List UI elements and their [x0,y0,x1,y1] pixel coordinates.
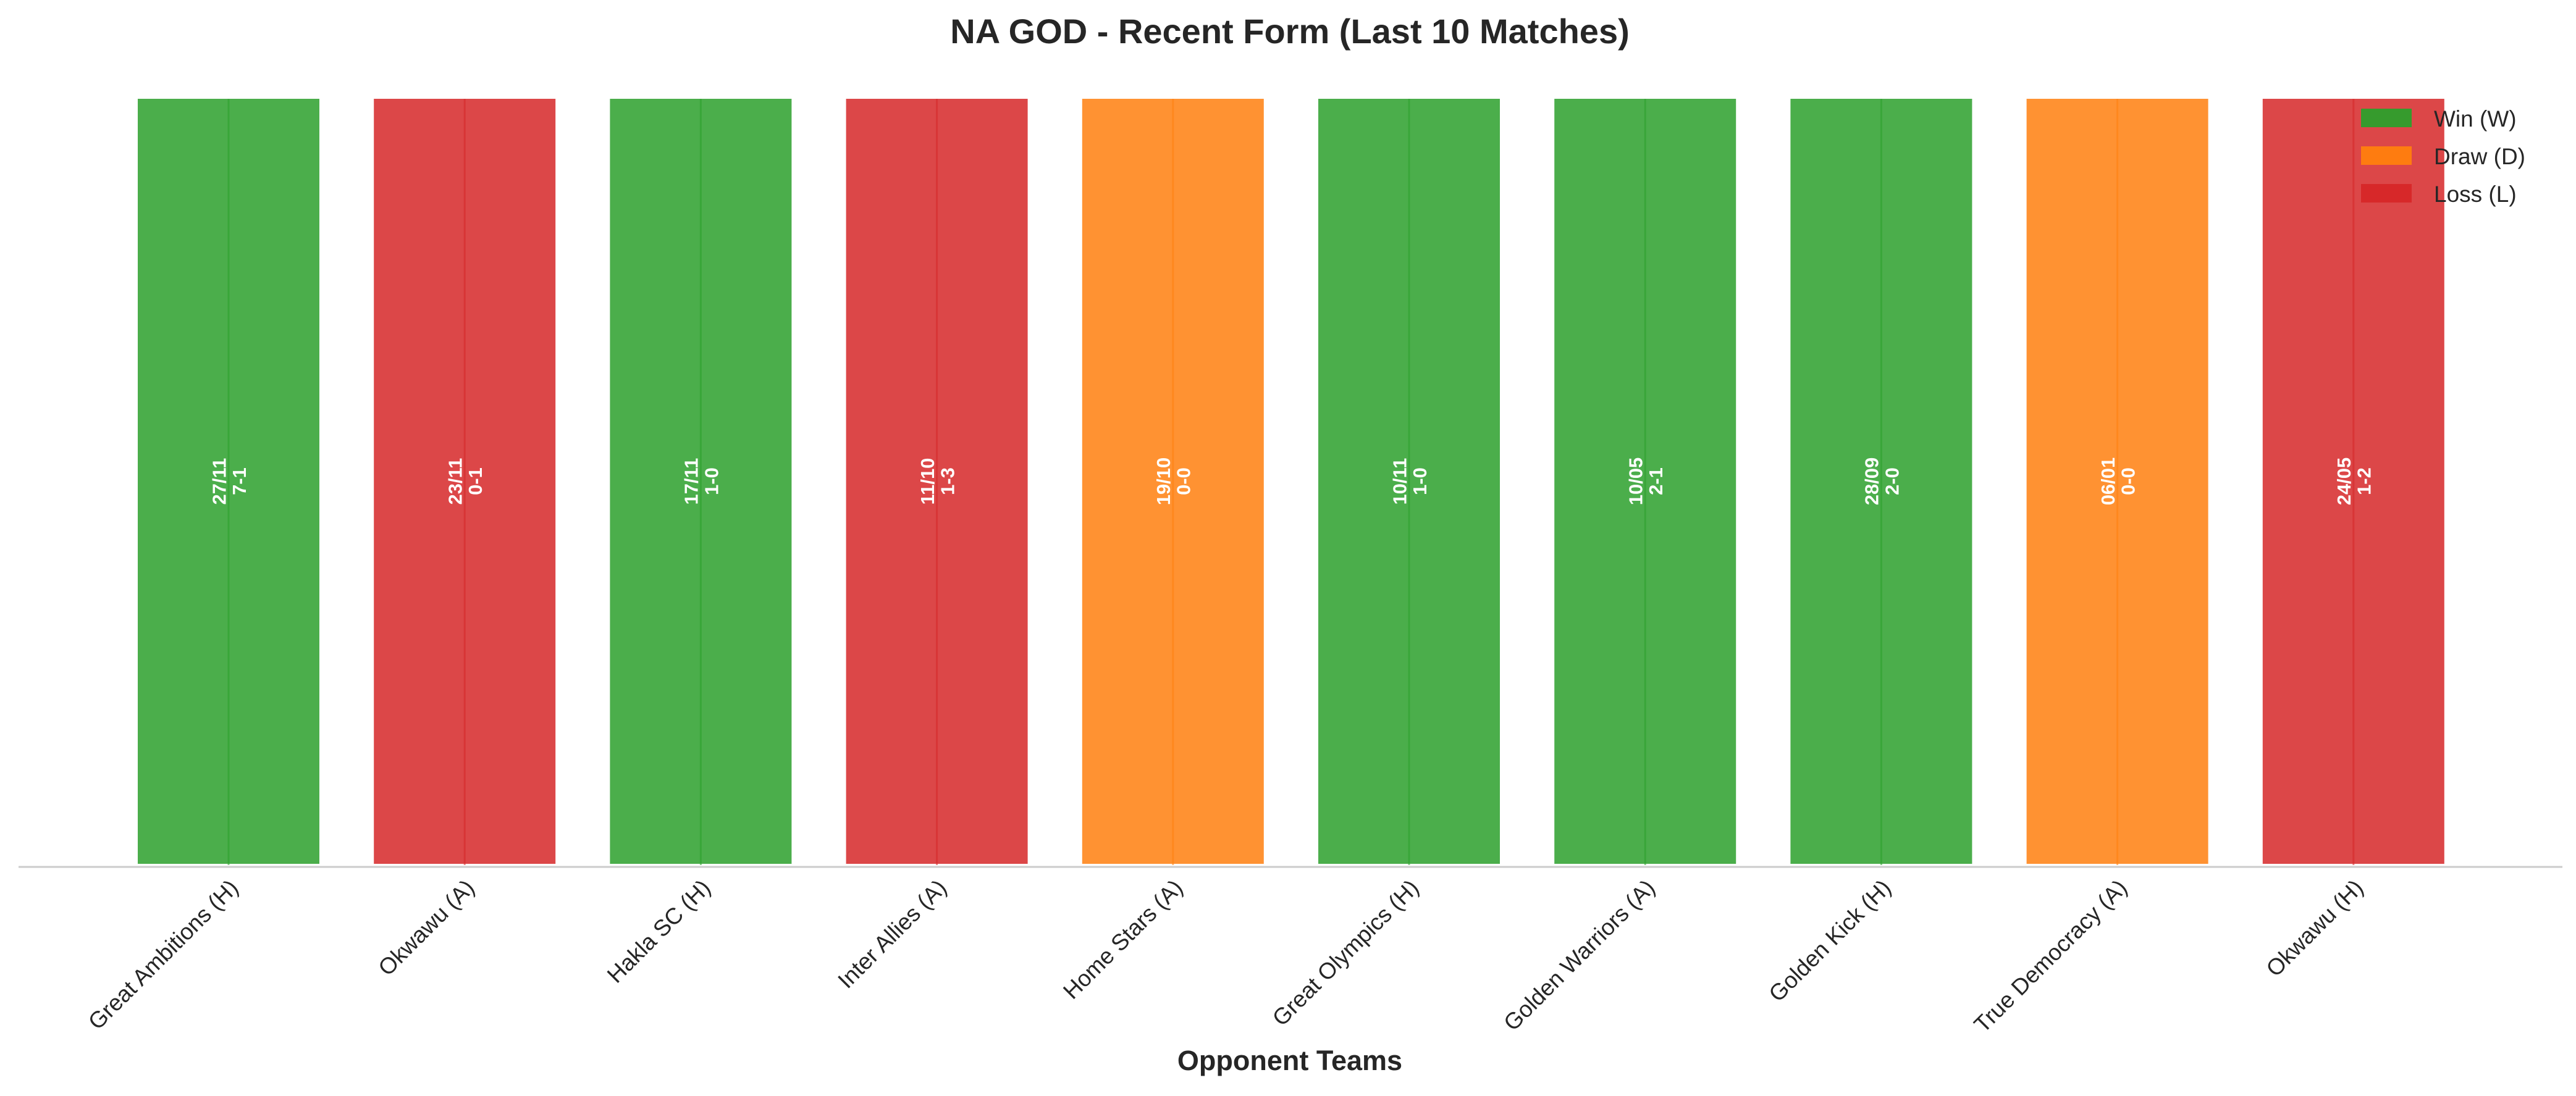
bar-data-label: 24/051-2 [2333,458,2375,506]
x-tick-label: Okwawu (A) [373,875,479,981]
bar-data-label: 27/117-1 [208,458,250,505]
x-tick-label: Hakla SC (H) [602,875,715,988]
legend-swatch [2361,109,2412,127]
legend-label: Draw (D) [2434,144,2525,169]
bar-data-label: 17/111-0 [681,458,723,505]
x-tick-label: Great Ambitions (H) [83,875,243,1035]
bar-data-label: 10/052-1 [1625,458,1667,506]
x-tick-label: True Democracy (A) [1969,875,2132,1038]
x-tick-label: Home Stars (A) [1058,875,1187,1004]
legend: Win (W) Draw (D) Loss (L) [2361,106,2525,207]
x-tick-label: Golden Kick (H) [1764,875,1896,1007]
legend-swatch [2361,184,2412,203]
x-tick-labels: Great Ambitions (H) Okwawu (A) Hakla SC (H… [83,875,2368,1038]
legend-swatch [2361,146,2412,165]
bar-data-label: 23/110-1 [445,458,487,505]
legend-label: Loss (L) [2434,182,2517,207]
bars-layer: 27/117-1 23/110-1 17/111-0 11/101-3 19/100-0… [135,96,2447,866]
x-tick-label: Great Olympics (H) [1268,875,1424,1031]
bar-data-label: 11/101-3 [917,458,959,505]
legend-label: Win (W) [2434,106,2517,132]
x-tick-label: Okwawu (H) [2262,875,2368,982]
bar-data-label: 19/100-0 [1153,458,1195,506]
x-tick-label: Golden Warriors (A) [1499,875,1660,1036]
chart-title: NA GOD - Recent Form (Last 10 Matches) [950,12,1629,51]
bar-data-label: 06/010-0 [2097,458,2139,506]
bar-data-label: 10/111-0 [1389,458,1431,505]
x-tick-label: Inter Allies (A) [833,875,951,994]
x-axis-label: Opponent Teams [1177,1045,1402,1076]
bar-data-label: 28/092-0 [1861,458,1903,506]
